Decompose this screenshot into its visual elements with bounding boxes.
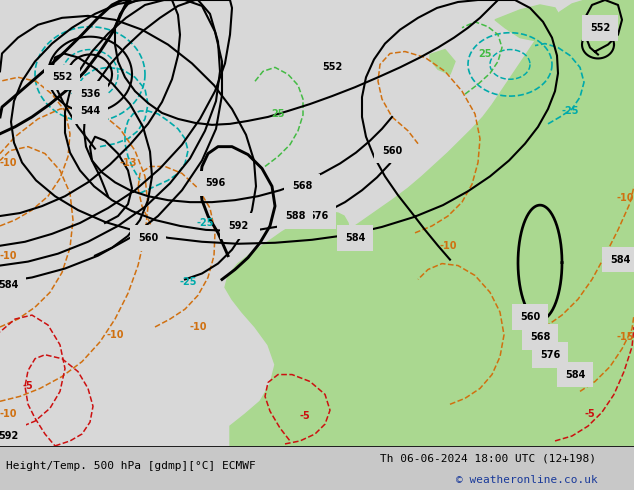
Polygon shape — [495, 5, 562, 42]
Text: 25: 25 — [271, 109, 285, 119]
Text: 560: 560 — [382, 146, 402, 156]
Text: 584: 584 — [565, 369, 585, 380]
Text: -10: -10 — [439, 241, 456, 251]
Text: 560: 560 — [520, 312, 540, 322]
Text: 568: 568 — [530, 332, 550, 342]
Text: -13: -13 — [119, 158, 137, 169]
Text: -10: -10 — [0, 409, 16, 419]
Text: 25: 25 — [478, 49, 492, 59]
Text: -10: -10 — [0, 158, 16, 169]
Text: -10: -10 — [107, 330, 124, 340]
Text: Height/Temp. 500 hPa [gdmp][°C] ECMWF: Height/Temp. 500 hPa [gdmp][°C] ECMWF — [6, 461, 256, 471]
Text: 584: 584 — [345, 233, 365, 243]
Text: © weatheronline.co.uk: © weatheronline.co.uk — [456, 475, 598, 485]
Polygon shape — [430, 49, 455, 74]
Text: 596: 596 — [205, 178, 225, 188]
Text: 584: 584 — [610, 255, 630, 265]
Text: 592: 592 — [228, 221, 248, 231]
Text: 576: 576 — [540, 350, 560, 360]
Text: 588: 588 — [285, 211, 305, 221]
Text: -25: -25 — [179, 277, 197, 288]
Text: 536: 536 — [80, 89, 100, 99]
Text: Th 06-06-2024 18:00 UTC (12+198): Th 06-06-2024 18:00 UTC (12+198) — [380, 453, 597, 463]
Text: -10: -10 — [616, 193, 634, 203]
Text: 552: 552 — [52, 73, 72, 82]
Text: 552: 552 — [232, 221, 252, 231]
Text: -10: -10 — [0, 251, 16, 261]
Text: -5: -5 — [300, 411, 311, 421]
Text: -25: -25 — [197, 218, 214, 228]
Text: 576: 576 — [308, 211, 328, 221]
Text: -25: -25 — [561, 106, 579, 116]
Text: 560: 560 — [138, 233, 158, 243]
Text: 552: 552 — [322, 62, 342, 73]
Text: -15: -15 — [616, 332, 634, 342]
Text: 544: 544 — [80, 106, 100, 116]
Text: -5: -5 — [23, 381, 34, 392]
Polygon shape — [225, 0, 634, 446]
Text: -5: -5 — [585, 409, 595, 419]
Text: 568: 568 — [292, 181, 312, 191]
Text: 552: 552 — [590, 23, 610, 33]
Text: 592: 592 — [0, 431, 18, 441]
Text: -10: -10 — [190, 322, 207, 332]
Text: 584: 584 — [0, 280, 18, 291]
